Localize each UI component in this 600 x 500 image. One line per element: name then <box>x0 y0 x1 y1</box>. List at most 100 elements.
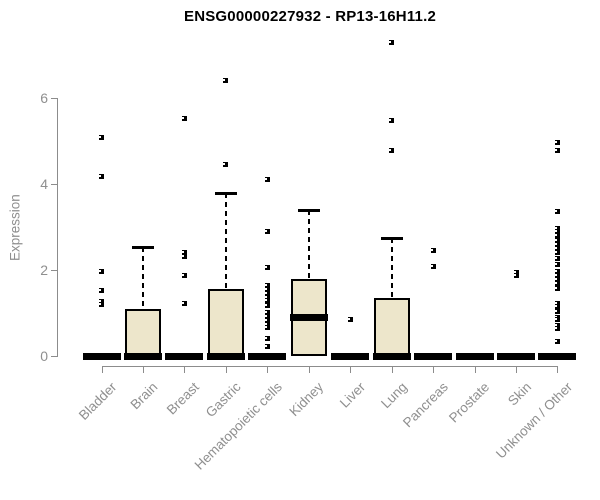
median-line <box>123 352 162 360</box>
whisker-line <box>141 246 144 309</box>
outlier-point <box>99 298 104 304</box>
chart-title: ENSG00000227932 - RP13-16H11.2 <box>183 8 436 25</box>
y-axis-line <box>57 98 58 357</box>
median-line <box>248 352 287 360</box>
outlier-point <box>554 339 560 345</box>
whisker-cap <box>297 209 320 213</box>
x-axis-line <box>101 366 559 367</box>
outlier-point <box>389 40 395 46</box>
y-axis-tick-label: 6 <box>40 90 48 107</box>
median-line <box>82 352 121 360</box>
outlier-point <box>264 324 270 330</box>
whisker-line <box>390 237 393 298</box>
outlier-point <box>554 148 560 154</box>
y-axis-tick <box>51 98 57 100</box>
x-axis-tick <box>308 366 310 373</box>
outlier-point <box>554 322 560 328</box>
outlier-point <box>264 321 270 327</box>
outlier-point <box>430 263 436 269</box>
x-axis-category-label: Liver <box>336 379 369 411</box>
x-axis-tick <box>391 366 393 373</box>
x-axis-tick <box>474 366 476 373</box>
x-axis-tick <box>516 366 517 373</box>
median-line <box>206 352 245 360</box>
box-iqr <box>373 297 410 356</box>
outlier-point <box>264 265 270 271</box>
outlier-point <box>264 286 270 292</box>
x-axis-tick <box>184 366 186 373</box>
outlier-point <box>99 301 104 307</box>
outlier-point <box>264 335 270 341</box>
outlier-point <box>554 276 560 282</box>
outlier-point <box>264 176 270 182</box>
outlier-point <box>264 302 270 308</box>
outlier-point <box>554 285 560 291</box>
median-line <box>414 352 453 360</box>
outlier-point <box>264 282 270 288</box>
outlier-point <box>181 249 187 255</box>
whisker-line <box>224 192 227 289</box>
outlier-point <box>513 273 519 279</box>
median-line <box>331 352 370 360</box>
median-line <box>165 352 204 360</box>
median-line <box>497 352 535 360</box>
outlier-point <box>181 300 187 306</box>
outlier-point <box>264 297 270 303</box>
x-axis-tick <box>557 366 559 373</box>
outlier-point <box>181 272 187 278</box>
y-axis-tick-label: 2 <box>40 262 48 279</box>
x-axis-category-label: Breast <box>164 379 203 418</box>
outlier-point <box>389 148 395 154</box>
outlier-point <box>264 294 270 300</box>
whisker-cap <box>214 191 237 195</box>
x-axis-tick <box>433 366 435 373</box>
y-axis-tick-label: 0 <box>40 348 48 364</box>
outlier-point <box>554 268 560 274</box>
outlier-point <box>554 317 560 322</box>
outlier-point <box>554 280 560 286</box>
outlier-point <box>264 344 270 350</box>
x-axis-category-label: Skin <box>504 379 534 409</box>
outlier-point <box>554 229 560 234</box>
x-axis-tick <box>267 366 269 373</box>
y-axis-tick-label: 4 <box>40 176 48 193</box>
outlier-point <box>554 140 560 146</box>
outlier-point <box>223 162 229 168</box>
outlier-point <box>347 317 353 322</box>
outlier-point <box>99 269 104 275</box>
x-axis-tick <box>350 366 352 373</box>
median-line <box>289 313 328 321</box>
outlier-point <box>554 326 560 332</box>
outlier-point <box>181 116 187 122</box>
x-axis-category-label: Prostate <box>446 379 493 426</box>
outlier-point <box>99 287 104 293</box>
outlier-point <box>554 232 560 238</box>
y-axis-tick <box>51 356 57 357</box>
outlier-point <box>554 246 560 252</box>
outlier-point <box>99 174 104 180</box>
outlier-point <box>554 303 560 309</box>
outlier-point <box>554 261 560 267</box>
median-line <box>538 352 577 360</box>
outlier-point <box>554 301 560 307</box>
x-axis-tick <box>142 366 144 373</box>
x-axis-category-label: Kidney <box>286 379 327 420</box>
x-axis-category-label: Bladder <box>75 379 120 423</box>
outlier-point <box>223 77 229 83</box>
outlier-point <box>264 228 270 234</box>
outlier-point <box>554 308 560 314</box>
whisker-cap <box>131 245 154 249</box>
outlier-point <box>554 241 560 247</box>
x-axis-category-label: Brain <box>127 379 161 413</box>
outlier-point <box>264 313 270 319</box>
outlier-point <box>181 254 187 260</box>
outlier-point <box>389 118 395 124</box>
x-axis-category-label: Unknown / Other <box>493 379 576 462</box>
box-iqr <box>207 288 244 356</box>
whisker-line <box>307 210 310 279</box>
outlier-point <box>554 237 560 243</box>
y-axis-tick <box>51 270 57 272</box>
x-axis-tick <box>225 366 227 373</box>
